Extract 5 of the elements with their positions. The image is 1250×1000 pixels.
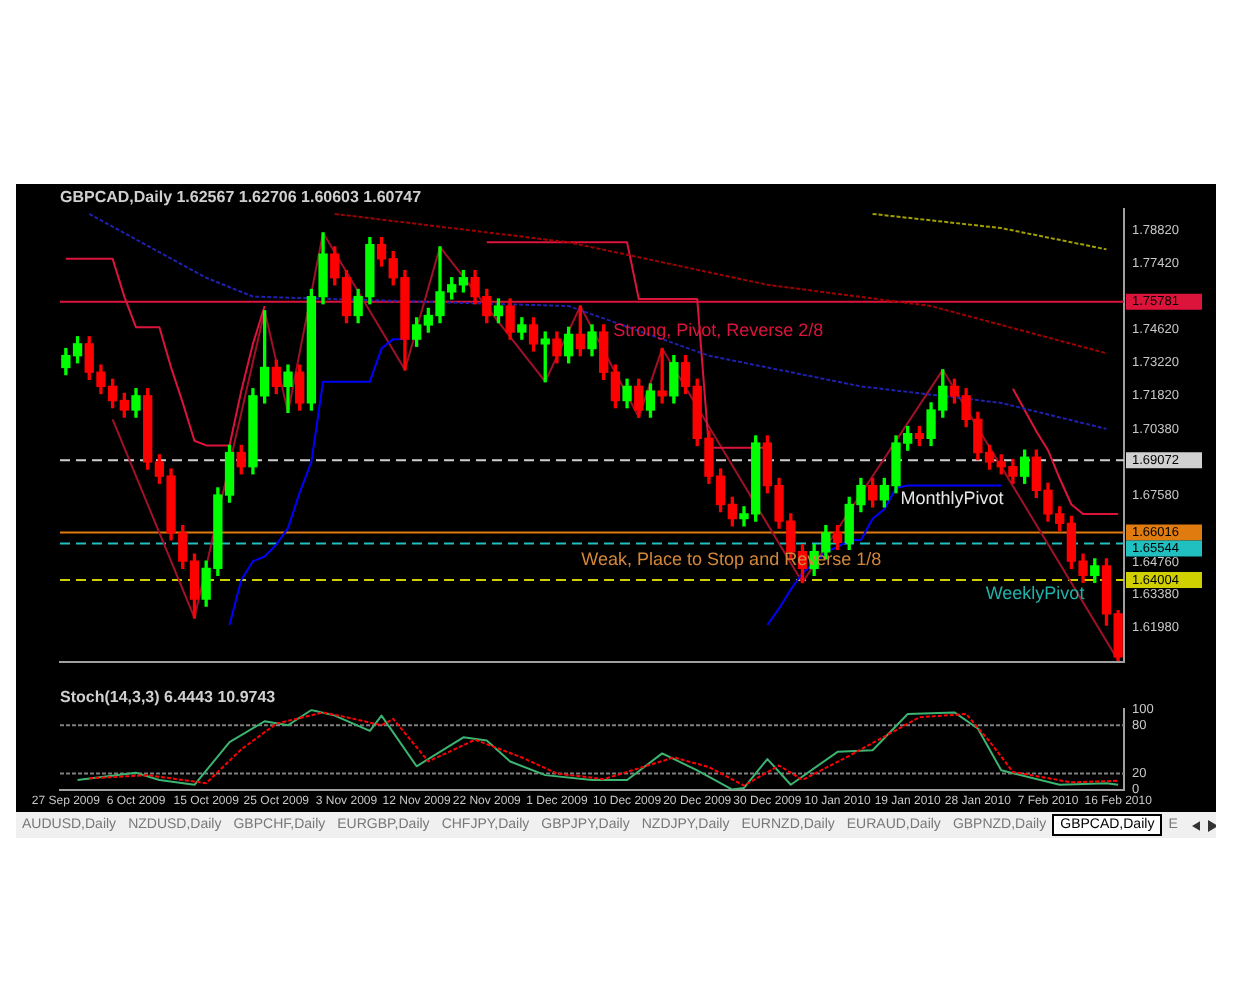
annotation: MonthlyPivot [900,487,1005,508]
line-series [333,212,1108,355]
line-series [88,212,1108,430]
chart-title: GBPCAD,Daily 1.62567 1.62706 1.60603 1.60747 [60,188,423,207]
chart-title: Stoch(14,3,3) 6.4443 10.9743 [60,688,277,707]
